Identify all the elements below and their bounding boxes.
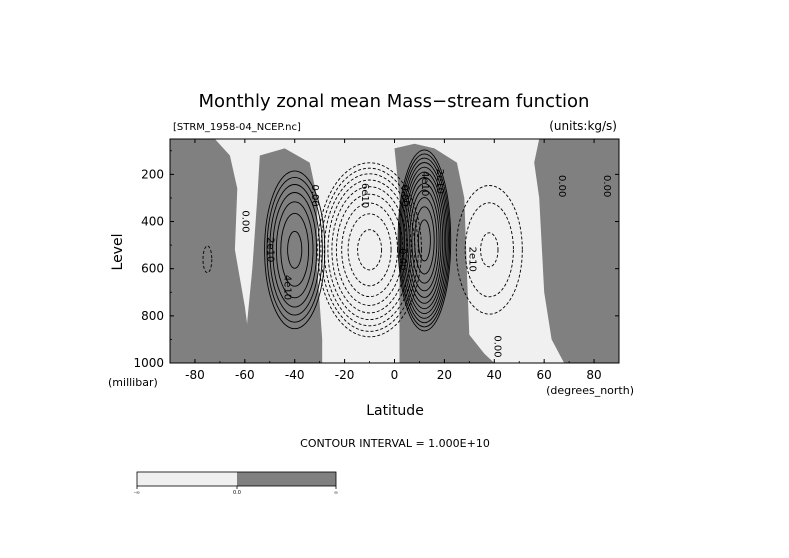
contour-label-4: 0.00: [309, 184, 320, 206]
contour-line-cell4-level2: [464, 202, 514, 298]
contour-line-cell2-level1: [317, 162, 422, 338]
positive-shade-region-4: [534, 139, 619, 363]
contour-line-cell2-level8: [347, 213, 392, 287]
colorbar-tick-neg-inf: -∞: [134, 490, 140, 496]
x-axis-label: Latitude: [366, 403, 424, 419]
contour-line-cell2-level9: [357, 229, 383, 271]
colorbar-tick-zero: 0.0: [233, 490, 241, 496]
contour-line-cell1-level4: [272, 192, 318, 308]
contour-label-13: 0.00: [601, 175, 612, 197]
contour-line-cell3-level3: [399, 157, 449, 324]
plot-area: 0.00 2e10 4e10 0.00 6e10 0.00 0.00 2e10 4e10 2e10…: [169, 138, 620, 364]
x-tick-label: -60: [235, 368, 255, 382]
contour-line-cell2-level2: [320, 167, 419, 332]
x-tick-label: 20: [437, 368, 452, 382]
contour-line-cell3-level8: [407, 182, 442, 298]
contour-line-cell5-level1: [202, 245, 213, 274]
contour-label-9: 4e10: [419, 171, 430, 196]
contour-line-cell2-level4: [327, 179, 412, 321]
y-tick-label: 600: [141, 262, 164, 276]
colorbar-positive-swatch: [237, 472, 336, 486]
contour-label-10: 2e10: [466, 247, 477, 272]
contour-line-cell1-level6: [280, 212, 310, 287]
contour-line-cell3-level2: [398, 153, 451, 328]
y-tick-label: 800: [141, 309, 164, 323]
contour-label-3: 4e10: [282, 275, 293, 300]
x-axis: -80 -60 -40 -20 0 20 40 60 80: [169, 139, 620, 382]
y-axis: 200 400 600 800 1000: [133, 150, 619, 370]
x-tick-label: -20: [335, 368, 355, 382]
x-tick-label: 0: [391, 368, 399, 382]
colorbar-negative-swatch: [137, 472, 237, 486]
contour-interval-label: CONTOUR INTERVAL = 1.000E+10: [300, 437, 490, 450]
x-tick-label: 40: [487, 368, 502, 382]
contour-line-cell3-level7: [405, 177, 444, 304]
contour-line-cell3-level1: [397, 149, 452, 332]
x-axis-units: (degrees_north): [546, 384, 634, 397]
colorbar-tick-pos-inf: ∞: [334, 490, 338, 496]
y-tick-label: 200: [141, 167, 164, 181]
contour-line-cell4-level3: [480, 232, 499, 268]
colorbar: -∞ 0.0 ∞: [134, 471, 338, 496]
x-tick-label: 60: [537, 368, 552, 382]
contour-line-cell3-level5: [402, 166, 447, 315]
contour-label-6: 0.00: [399, 184, 410, 206]
contour-line-cell3-level4: [401, 162, 448, 319]
units-label: (units:kg/s): [549, 119, 617, 133]
x-tick-label: -40: [285, 368, 305, 382]
positive-shade-region-2: [244, 148, 323, 363]
contour-line-cell1-level7: [287, 230, 303, 269]
x-tick-label: -80: [185, 368, 205, 382]
chart-title: Monthly zonal mean Mass−stream function: [199, 91, 590, 112]
contour-line-cell2-level5: [331, 186, 408, 314]
contour-line-cell2-level7: [341, 202, 398, 298]
contour-line-cell2-level6: [335, 193, 404, 306]
contour-line-cell3-level12: [417, 219, 431, 262]
contour-line-cell4-level1: [455, 185, 523, 315]
y-tick-label: 400: [141, 215, 164, 229]
y-axis-units: (millibar): [108, 376, 158, 389]
contour-label-layer: 0.00 2e10 4e10 0.00 6e10 0.00 0.00 2e10 4e10 2e10…: [239, 169, 612, 358]
contour-line-cell1-level2: [266, 176, 323, 323]
contour-line-cell3-level6: [404, 171, 445, 310]
y-axis-label: Level: [110, 234, 126, 271]
y-tick-label: 1000: [133, 356, 164, 370]
contour-label-8: 2e10: [434, 169, 445, 194]
contour-line-cell3-level10: [411, 197, 438, 284]
contour-line-cell3-level9: [409, 189, 440, 292]
x-tick-label: 80: [586, 368, 601, 382]
colorbar-frame: [136, 471, 337, 487]
contour-line-cell1-level5: [275, 201, 314, 299]
contour-label-12: 0.00: [556, 175, 567, 197]
contour-line-cell3-level11: [414, 206, 435, 275]
contour-label-5: 6e10: [359, 183, 370, 208]
contour-label-2: 2e10: [264, 237, 275, 262]
source-file-label: [STRM_1958-04_NCEP.nc]: [173, 122, 301, 133]
contour-line-cell1-level1: [264, 170, 326, 330]
contour-layer: [202, 149, 523, 338]
contour-label-1: 0.00: [239, 210, 250, 232]
contour-label-7: 0.00: [397, 248, 408, 270]
contour-label-11: 0.00: [491, 335, 502, 357]
contour-line-cell1-level3: [269, 184, 321, 316]
